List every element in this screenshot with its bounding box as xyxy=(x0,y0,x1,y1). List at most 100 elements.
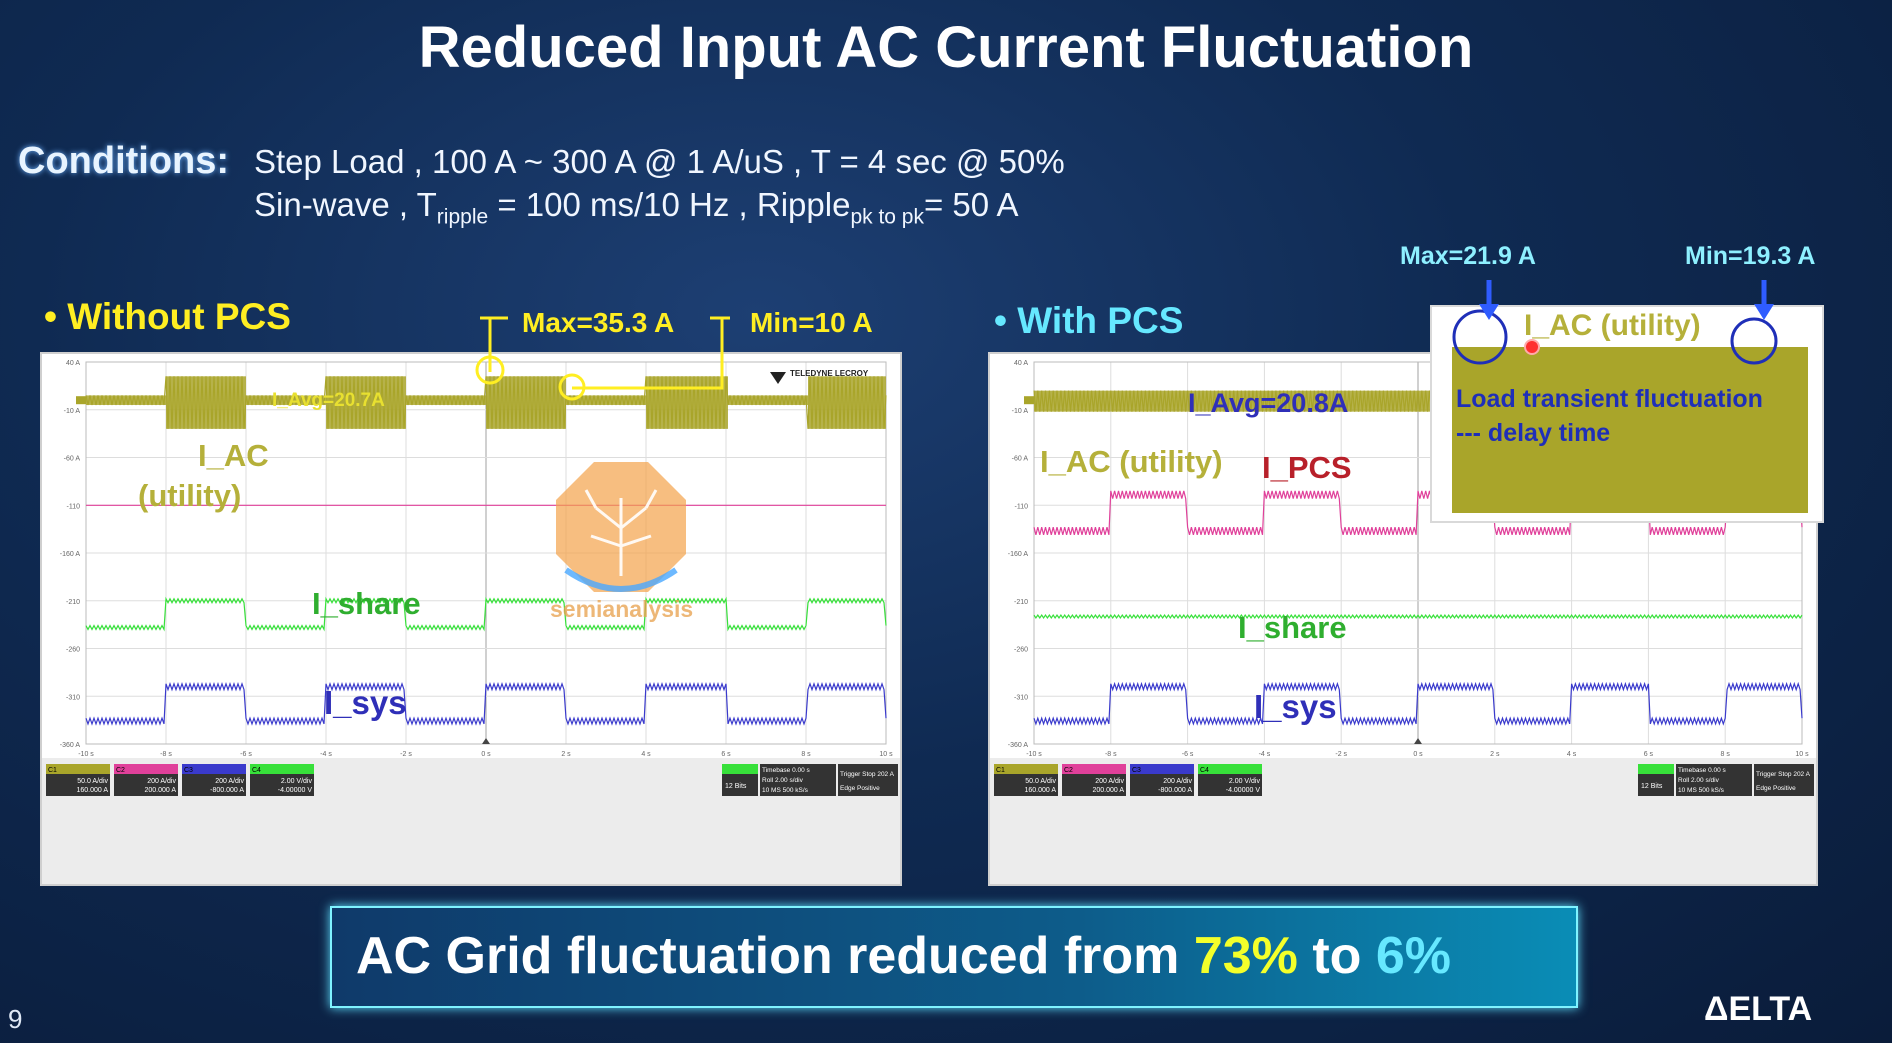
y-tick-label: -310 xyxy=(1014,694,1028,701)
avg-label-right: I_Avg=20.8A xyxy=(1188,388,1348,418)
label-i-pcs: I_PCS xyxy=(1262,450,1352,485)
x-tick-label: -6 s xyxy=(1182,751,1194,758)
ac-band xyxy=(406,395,486,405)
heading-without-pcs: • Without PCS xyxy=(44,296,291,337)
watermark-logo xyxy=(546,458,696,608)
channel-tab[interactable] xyxy=(994,764,1058,774)
y-tick-label: -10 A xyxy=(1012,408,1029,415)
y-tick-label: -110 xyxy=(1015,503,1029,510)
left-annotation-connectors xyxy=(475,316,730,390)
ac-band xyxy=(1341,390,1418,412)
bits-label: 12 Bits xyxy=(1641,783,1663,790)
x-tick-label: 2 s xyxy=(561,751,571,758)
y-tick-label: -310 xyxy=(66,694,80,701)
hd-tab xyxy=(722,764,758,774)
x-tick-label: -4 s xyxy=(1259,751,1271,758)
bits-box xyxy=(1638,774,1674,796)
inset-svg: I_AC (utility) Load transient fluctuation… xyxy=(1432,307,1822,521)
channel-offset: -800.000 A xyxy=(1158,787,1192,794)
x-tick-label: -2 s xyxy=(1335,751,1347,758)
lecroy-logo-icon xyxy=(770,372,786,384)
trigger-marker xyxy=(482,738,490,744)
channel-id: C1 xyxy=(996,767,1005,774)
channel-tab[interactable] xyxy=(250,764,314,774)
channel-tab[interactable] xyxy=(1130,764,1194,774)
ac-band xyxy=(646,376,728,429)
inset-line-2: --- delay time xyxy=(1456,419,1610,447)
label-i-share: I_share xyxy=(312,586,421,621)
trigger-box xyxy=(1754,764,1814,796)
channel-tab[interactable] xyxy=(1062,764,1126,774)
min-marker xyxy=(558,373,586,401)
x-tick-label: 4 s xyxy=(641,751,651,758)
y-tick-label: -60 A xyxy=(64,456,81,463)
series-trace xyxy=(1033,614,1803,619)
channel-tab[interactable] xyxy=(182,764,246,774)
channel-scale: 50.0 A/div xyxy=(77,778,108,785)
summary-banner: AC Grid fluctuation reduced from 73% to … xyxy=(330,906,1578,1008)
channel-offset: -4.00000 V xyxy=(278,787,313,794)
ac-band xyxy=(1264,390,1342,412)
y-tick-label: -210 xyxy=(66,599,80,606)
channel-id: C4 xyxy=(1200,767,1209,774)
timebase-label: Timebase 0.00 s xyxy=(1678,767,1727,774)
channel-tab[interactable] xyxy=(46,764,110,774)
y-tick-label: -60 A xyxy=(1012,456,1029,463)
ac-band xyxy=(808,376,886,429)
channel-id: C1 xyxy=(48,767,57,774)
channel-id: C4 xyxy=(252,767,261,774)
series-trace xyxy=(85,596,887,632)
channel-tab[interactable] xyxy=(114,764,178,774)
ms-label: 10 MS 500 kS/s xyxy=(762,787,809,794)
series-i-share xyxy=(85,596,887,632)
x-tick-label: 4 s xyxy=(1567,751,1577,758)
inset-min-circle xyxy=(1730,317,1778,365)
cursor-dot xyxy=(1524,339,1540,355)
banner-mid: to xyxy=(1297,927,1376,985)
series-i-sys xyxy=(1033,681,1803,726)
channel-offset: -800.000 A xyxy=(210,787,244,794)
right-max-annotation: Max=21.9 A xyxy=(1400,242,1536,270)
channel-scale: 200 A/div xyxy=(147,778,176,785)
page-number: 9 xyxy=(8,1004,23,1034)
cond2-sub1: ripple xyxy=(436,205,489,229)
series-trace xyxy=(1033,681,1803,726)
x-tick-label: 0 s xyxy=(1413,751,1423,758)
edge-label: Edge Positive xyxy=(840,785,880,792)
conditions-label: Conditions: xyxy=(18,140,230,182)
left-min-annotation: Min=10 A xyxy=(750,307,873,338)
channel-tab[interactable] xyxy=(1198,764,1262,774)
avg-label-left: I_Avg=20.7A xyxy=(272,390,385,411)
channel-box xyxy=(1130,774,1194,796)
y-tick-label: -360 A xyxy=(60,742,81,749)
conditions-line-1: Step Load , 100 A ~ 300 A @ 1 A/uS , T =… xyxy=(254,143,1065,180)
channel-scale: 200 A/div xyxy=(1095,778,1124,785)
channel-box xyxy=(994,774,1058,796)
series-i-ac-utility- xyxy=(85,376,887,429)
x-tick-label: 10 s xyxy=(879,751,893,758)
page-title: Reduced Input AC Current Fluctuation xyxy=(418,15,1474,80)
inset-title: I_AC (utility) xyxy=(1524,309,1701,342)
banner-pre: AC Grid fluctuation reduced from xyxy=(356,927,1194,985)
channel-offset: 160.000 A xyxy=(76,787,108,794)
ac-band xyxy=(1187,390,1265,412)
trigger-label: Trigger Stop 202 A xyxy=(840,771,895,778)
trigger-marker xyxy=(1414,738,1422,744)
watermark-text: semianalysis xyxy=(550,596,694,622)
x-tick-label: -6 s xyxy=(240,751,252,758)
bits-box xyxy=(722,774,758,796)
y-tick-label: -110 xyxy=(67,503,81,510)
delta-logo: ΔELTA xyxy=(1704,990,1813,1028)
x-tick-label: 6 s xyxy=(1644,751,1654,758)
x-tick-label: 2 s xyxy=(1490,751,1500,758)
x-tick-label: -10 s xyxy=(1026,751,1042,758)
x-tick-label: 8 s xyxy=(1721,751,1731,758)
ac-band xyxy=(1110,390,1188,412)
right-min-arrow xyxy=(1754,280,1774,320)
series-i-share xyxy=(1033,614,1803,619)
inset-line-1: Load transient fluctuation xyxy=(1456,385,1763,413)
y-tick-label: -160 A xyxy=(1008,551,1029,558)
cond2-sub2: pk to pk xyxy=(850,205,924,229)
label-i-share-right: I_share xyxy=(1238,610,1347,645)
inset-max-circle xyxy=(1452,309,1508,365)
